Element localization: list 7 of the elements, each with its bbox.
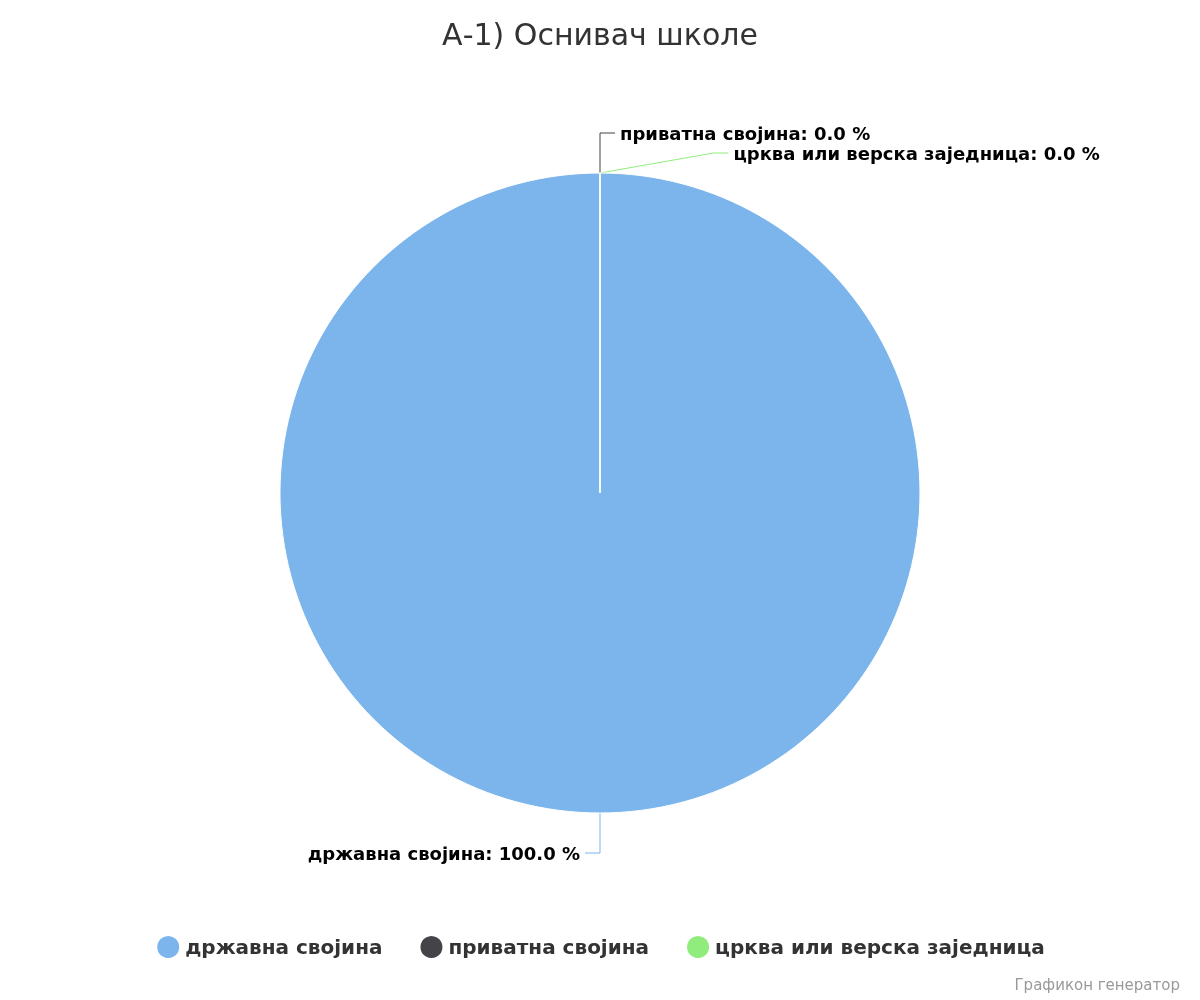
text: приватна својина: 0.0 % <box>620 122 871 144</box>
legend-label: црква или верска заједница <box>715 935 1045 959</box>
data-label: државна својина: 100.0 % <box>307 842 580 864</box>
legend-label: државна својина <box>185 935 383 959</box>
text: Графикон генератор <box>1014 975 1180 994</box>
legend-label: приватна својина <box>448 935 650 959</box>
chart-title: А-1) Оснивач школе <box>442 16 758 52</box>
